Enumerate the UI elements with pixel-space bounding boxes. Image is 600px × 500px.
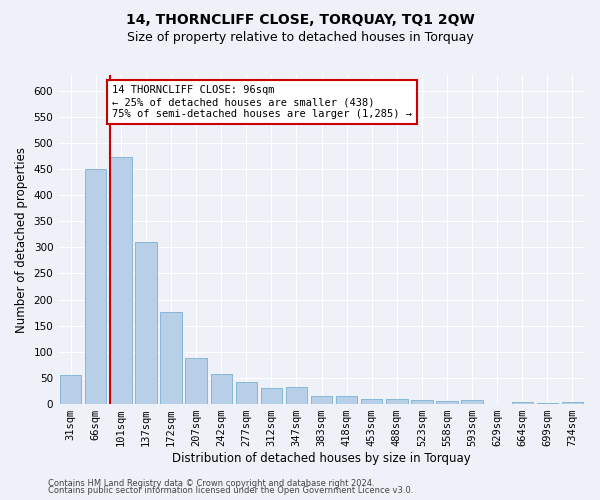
X-axis label: Distribution of detached houses by size in Torquay: Distribution of detached houses by size … — [172, 452, 471, 465]
Bar — [85, 169, 106, 404]
Text: Contains HM Land Registry data © Crown copyright and database right 2024.: Contains HM Land Registry data © Crown c… — [48, 478, 374, 488]
Bar — [60, 376, 82, 404]
Text: 14 THORNCLIFF CLOSE: 96sqm
← 25% of detached houses are smaller (438)
75% of sem: 14 THORNCLIFF CLOSE: 96sqm ← 25% of deta… — [112, 86, 412, 118]
Bar — [562, 402, 583, 404]
Bar — [361, 399, 382, 404]
Bar — [311, 396, 332, 404]
Bar — [261, 388, 282, 404]
Bar — [211, 374, 232, 404]
Bar — [386, 399, 407, 404]
Text: Contains public sector information licensed under the Open Government Licence v3: Contains public sector information licen… — [48, 486, 413, 495]
Bar — [336, 396, 358, 404]
Bar — [512, 402, 533, 404]
Text: Size of property relative to detached houses in Torquay: Size of property relative to detached ho… — [127, 31, 473, 44]
Bar — [136, 242, 157, 404]
Bar — [185, 358, 207, 404]
Bar — [160, 312, 182, 404]
Text: 14, THORNCLIFF CLOSE, TORQUAY, TQ1 2QW: 14, THORNCLIFF CLOSE, TORQUAY, TQ1 2QW — [125, 12, 475, 26]
Bar — [411, 400, 433, 404]
Bar — [537, 403, 558, 404]
Bar — [461, 400, 483, 404]
Y-axis label: Number of detached properties: Number of detached properties — [15, 146, 28, 332]
Bar — [236, 382, 257, 404]
Bar — [110, 157, 131, 404]
Bar — [286, 388, 307, 404]
Bar — [436, 401, 458, 404]
